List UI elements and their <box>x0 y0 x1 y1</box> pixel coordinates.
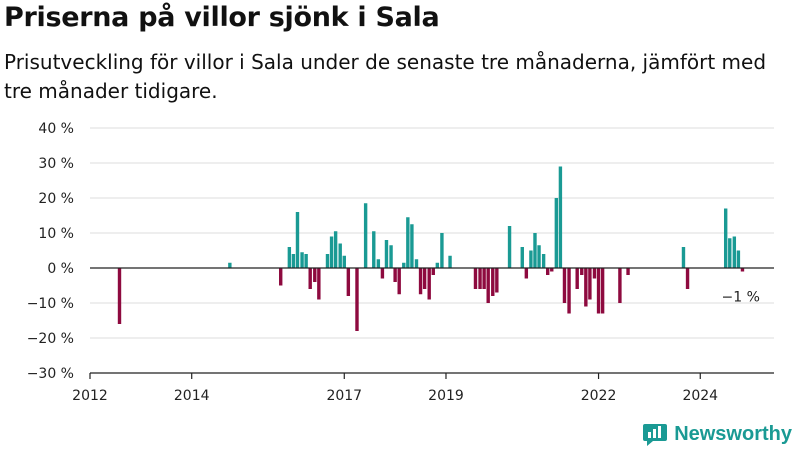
bar <box>397 268 401 295</box>
bar <box>558 166 563 268</box>
bar <box>495 268 499 293</box>
bar <box>389 245 393 268</box>
y-tick-label: −30 % <box>27 366 74 382</box>
bar <box>575 268 579 289</box>
bar <box>732 236 737 268</box>
bar <box>584 268 588 307</box>
bar <box>363 203 368 268</box>
bar <box>546 268 550 275</box>
bar <box>329 236 334 268</box>
bar <box>681 247 686 268</box>
bar <box>740 268 745 272</box>
bar <box>333 231 338 268</box>
chart-subtitle: Prisutveckling för villor i Sala under d… <box>4 50 767 103</box>
bar <box>448 255 452 268</box>
bar <box>440 233 444 268</box>
bar <box>482 268 486 289</box>
bar <box>376 259 381 268</box>
bar <box>736 250 741 268</box>
y-tick-label: 10 % <box>38 226 74 242</box>
bar <box>580 268 584 275</box>
x-axis: 2012 2014 2017 2019 2022 2024 <box>72 372 774 404</box>
bar <box>567 268 571 314</box>
bar <box>414 259 419 268</box>
x-tick-label: 2024 <box>682 388 718 404</box>
bar <box>728 238 732 268</box>
last-value-label: −1 % <box>722 290 760 306</box>
bar <box>317 268 321 300</box>
bar <box>507 226 512 268</box>
bar <box>626 268 630 275</box>
bar <box>402 262 406 268</box>
bar <box>117 268 122 324</box>
bar <box>308 268 312 289</box>
bar <box>537 245 541 268</box>
bar <box>346 268 351 296</box>
bar <box>410 224 414 268</box>
bar <box>418 268 423 295</box>
bar <box>431 268 435 275</box>
bar <box>355 268 359 331</box>
bar <box>406 217 410 268</box>
grid-lines <box>90 127 774 374</box>
bar <box>300 252 304 268</box>
bar <box>427 268 431 300</box>
bar <box>473 268 478 289</box>
bar-chart-logo-icon <box>643 424 668 446</box>
bar <box>529 250 533 268</box>
y-tick-label: 40 % <box>38 121 74 137</box>
x-tick-label: 2014 <box>174 388 210 404</box>
bar <box>592 268 597 279</box>
y-tick-label: 30 % <box>38 156 74 172</box>
bar <box>304 254 308 268</box>
bar <box>588 268 592 300</box>
bar <box>618 268 622 303</box>
bar <box>491 268 495 296</box>
bar <box>228 262 232 268</box>
bar <box>325 254 330 268</box>
y-tick-label: −20 % <box>27 331 74 347</box>
bar <box>279 268 283 286</box>
bar <box>533 233 537 268</box>
bar <box>372 231 376 268</box>
x-tick-label: 2017 <box>326 388 362 404</box>
x-tick-label: 2022 <box>581 388 617 404</box>
bar <box>520 247 524 268</box>
bar <box>723 208 728 268</box>
bar <box>422 268 427 289</box>
chart-title: Priserna på villor sjönk i Sala <box>4 2 440 33</box>
bar <box>550 268 554 272</box>
bar <box>295 212 300 268</box>
bar <box>596 268 601 314</box>
bar <box>342 255 346 268</box>
y-axis: 40 % 30 % 20 % 10 % 0 % −10 % −20 % −30 % <box>27 121 74 382</box>
bar <box>435 262 440 268</box>
bar <box>384 240 389 268</box>
bar <box>338 243 342 268</box>
bar <box>287 247 292 268</box>
bar <box>562 268 567 303</box>
y-tick-label: −10 % <box>27 296 74 312</box>
x-tick-label: 2012 <box>72 388 108 404</box>
bars <box>117 166 745 331</box>
bar <box>380 268 385 279</box>
bar <box>291 254 296 268</box>
bar <box>541 254 546 268</box>
x-tick-label: 2019 <box>428 388 464 404</box>
bar <box>393 268 397 282</box>
bar <box>685 268 690 289</box>
y-tick-label: 0 % <box>47 261 74 277</box>
bar <box>486 268 490 303</box>
bar <box>600 268 605 314</box>
brand-name: Newsworthy <box>674 422 792 445</box>
bar <box>524 268 529 279</box>
bar <box>554 198 559 268</box>
y-tick-label: 20 % <box>38 191 74 207</box>
bar <box>478 268 482 289</box>
bar <box>313 268 317 282</box>
newsworthy-logo[interactable]: Newsworthy <box>642 422 792 446</box>
